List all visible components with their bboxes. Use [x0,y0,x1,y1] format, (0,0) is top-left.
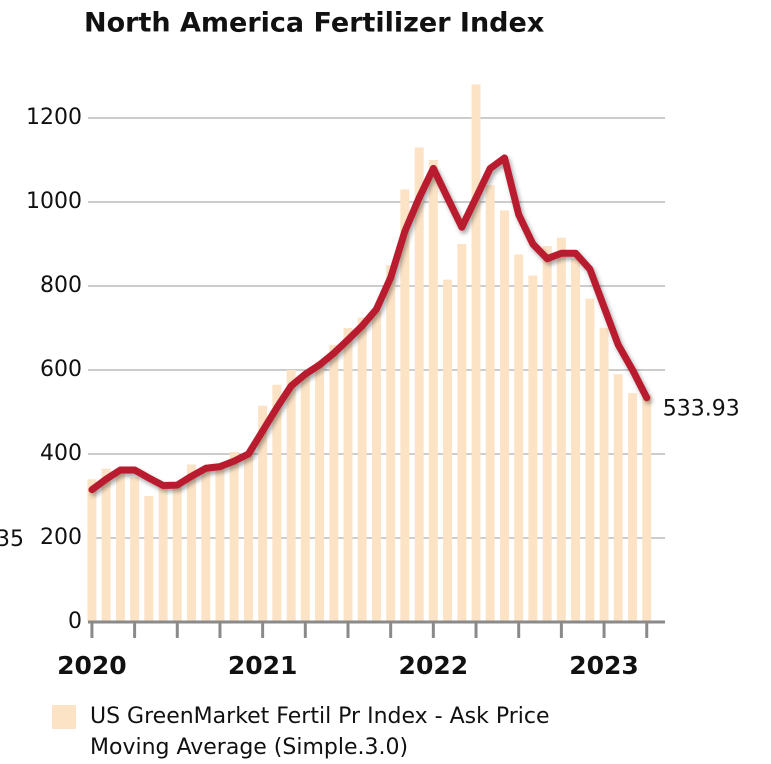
bar [300,374,310,622]
bar [186,464,196,622]
bar [514,254,524,622]
y-tick-label: 0 [68,609,82,634]
bar [144,496,154,622]
y-tick-label: 600 [40,357,82,382]
legend-swatch [52,705,76,729]
y-tick-label: 400 [40,441,82,466]
bar [243,454,253,622]
chart-title: North America Fertilizer Index [84,8,544,39]
legend-label: Moving Average (Simple.3.0) [90,735,408,760]
bar [542,246,552,622]
bar [172,483,182,622]
bar [372,311,381,622]
bar [343,328,353,622]
bar [457,244,467,622]
bar [471,84,481,622]
x-tick-label: 2022 [399,651,469,680]
x-tick-label: 2021 [228,651,298,680]
bar [428,160,438,622]
bar [115,468,125,622]
bar [556,237,566,622]
bar [628,393,638,622]
bar [272,384,282,622]
bar [158,487,168,622]
bar [130,477,140,622]
bar [286,370,296,622]
bar [101,468,111,622]
bar [613,374,623,622]
moving-average-line [88,154,651,494]
y-tick-label: 200 [40,525,82,550]
bar [528,275,538,622]
bar [329,344,339,622]
bar [500,210,510,622]
bar [414,147,424,622]
legend-label: US GreenMarket Fertil Pr Index - Ask Pri… [90,704,550,729]
bar [642,395,652,622]
bar [258,405,268,622]
bar [599,328,609,622]
bar [314,361,324,622]
x-tick-label: 2023 [569,651,639,680]
bar [229,451,239,622]
value-label: 533.93 [663,397,740,422]
bar [357,317,367,622]
bar [485,185,495,622]
bar [87,479,97,622]
y-tick-label: 800 [40,273,82,298]
bar [201,466,211,622]
y-tick-label: 1200 [26,105,82,130]
annotation: 35 [0,527,24,552]
y-tick-label: 1000 [26,189,82,214]
x-tick-label: 2020 [57,651,127,680]
bar [585,298,595,622]
bar [386,265,396,622]
bar [400,189,410,622]
bar [215,468,225,622]
bar [571,258,581,622]
bar [443,279,453,622]
